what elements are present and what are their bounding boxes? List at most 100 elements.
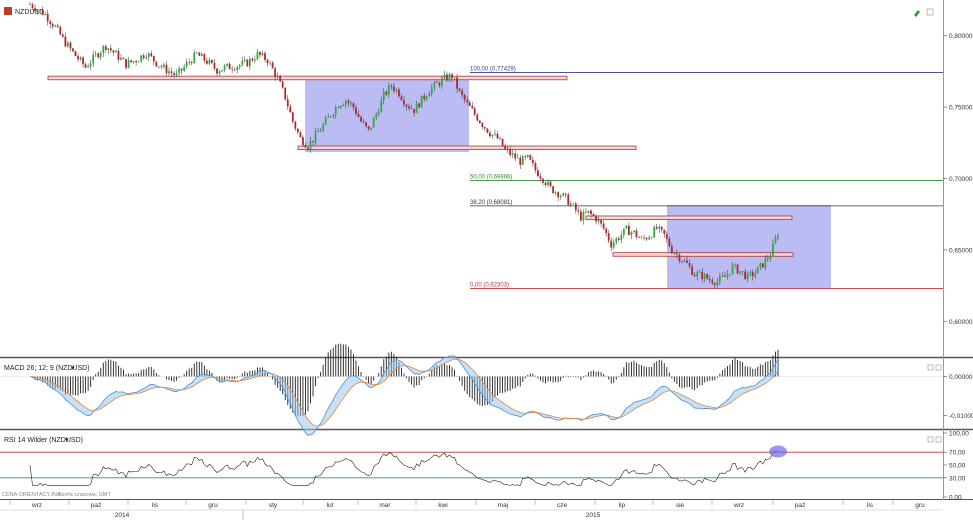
candle-body <box>506 148 509 150</box>
y-tick-label: 0,80000 <box>949 33 973 40</box>
candle-body <box>744 271 747 280</box>
candle-body <box>145 57 148 58</box>
candle-body <box>365 122 367 127</box>
x-tick-label: lip <box>619 502 626 509</box>
candle-body <box>130 60 132 63</box>
rsi-dropdown-icon[interactable]: ▾ <box>65 437 69 444</box>
candle-body <box>660 226 663 230</box>
candle-body <box>157 66 160 67</box>
candle-body <box>640 237 643 239</box>
candle-body <box>552 186 554 194</box>
y-tick-label: 0,00000 <box>949 374 973 381</box>
candle-body <box>481 123 484 128</box>
candle-body <box>534 163 537 171</box>
candle-body <box>691 266 693 275</box>
candle-body <box>84 64 87 68</box>
fibonacci-label: 50,00 (0,69866) <box>470 174 512 180</box>
candle-body <box>61 34 64 37</box>
candle-body <box>69 42 72 49</box>
candle-body <box>617 238 620 240</box>
x-tick-label: paź <box>795 502 805 509</box>
candle-body <box>211 60 213 63</box>
candle-body <box>519 157 522 165</box>
fibonacci-label: 0,00 (0,62303) <box>470 282 509 288</box>
candle-body <box>31 4 34 9</box>
candle-body <box>635 230 638 237</box>
candle-body <box>195 52 198 54</box>
candle-body <box>648 237 651 240</box>
candle-body <box>36 10 39 12</box>
candle-body <box>216 68 218 74</box>
candle-body <box>428 93 431 97</box>
candle-body <box>516 157 519 159</box>
candle-body <box>362 121 365 123</box>
macd-close-icon[interactable] <box>935 364 942 371</box>
candle-body <box>592 213 595 216</box>
candle-body <box>494 133 496 135</box>
candle-body <box>198 52 201 56</box>
candle-body <box>673 253 676 254</box>
pencil-icon[interactable] <box>914 10 920 17</box>
candle-body <box>233 69 236 71</box>
candle-body <box>395 89 398 91</box>
candle-body <box>82 57 84 65</box>
candle-body <box>413 108 416 114</box>
rsi-highlight-marker <box>769 445 787 458</box>
candle-body <box>193 52 196 64</box>
candle-body <box>188 62 191 63</box>
candle-body <box>360 116 362 122</box>
candle-body <box>653 226 656 238</box>
candle-body <box>319 130 322 132</box>
candle-body <box>79 57 82 60</box>
candle-body <box>160 66 163 67</box>
candle-body <box>688 262 691 267</box>
candle-body <box>509 149 512 155</box>
candle-body <box>423 95 426 99</box>
candle-body <box>372 118 375 128</box>
y-tick-label: 0,75000 <box>949 105 973 112</box>
candle-body <box>405 104 408 107</box>
candle-body <box>390 85 393 87</box>
candle-body <box>615 238 618 243</box>
macd-title: MACD 26; 12; 9 (NZDUSD) <box>4 365 90 372</box>
candle-body <box>77 56 79 60</box>
x-axis: wrz paź lis gru sty lut mar kwi maj cze lip sie wrz p… <box>0 500 943 520</box>
rsi-close-icon[interactable] <box>935 436 942 443</box>
candle-body <box>205 60 208 64</box>
candle-body <box>165 64 168 74</box>
candle-body <box>425 96 428 99</box>
candle-body <box>458 88 461 91</box>
settings-icon[interactable] <box>926 8 934 16</box>
x-year-label: 2015 <box>586 512 601 519</box>
candle-body <box>468 102 471 106</box>
candle-body <box>218 71 221 74</box>
candle-body <box>54 25 57 27</box>
candle-body <box>526 154 529 158</box>
x-tick-label: gru <box>915 502 925 509</box>
candle-body <box>622 228 625 235</box>
y-tick-label: 0,65000 <box>949 247 973 254</box>
candle-body <box>605 228 608 234</box>
candle-body <box>284 87 287 100</box>
candle-body <box>585 211 587 213</box>
candle-body <box>448 74 451 81</box>
candle-body <box>337 107 340 108</box>
rsi-settings-icon[interactable] <box>927 436 934 443</box>
candle-body <box>756 266 759 274</box>
candle-body <box>377 112 380 115</box>
candle-body <box>97 53 100 58</box>
candle-body <box>473 108 476 115</box>
candle-body <box>537 170 539 177</box>
candle-body <box>180 68 183 71</box>
macd-dropdown-icon[interactable]: ▾ <box>71 365 75 372</box>
candle-body <box>754 273 757 277</box>
price-panel[interactable] <box>0 0 943 357</box>
candle-body <box>718 276 721 282</box>
candle-body <box>29 4 31 5</box>
candle-body <box>670 246 673 254</box>
macd-settings-icon[interactable] <box>927 364 934 371</box>
rsi-panel[interactable] <box>0 431 943 500</box>
candle-body <box>701 271 704 280</box>
candle-body <box>590 210 592 214</box>
